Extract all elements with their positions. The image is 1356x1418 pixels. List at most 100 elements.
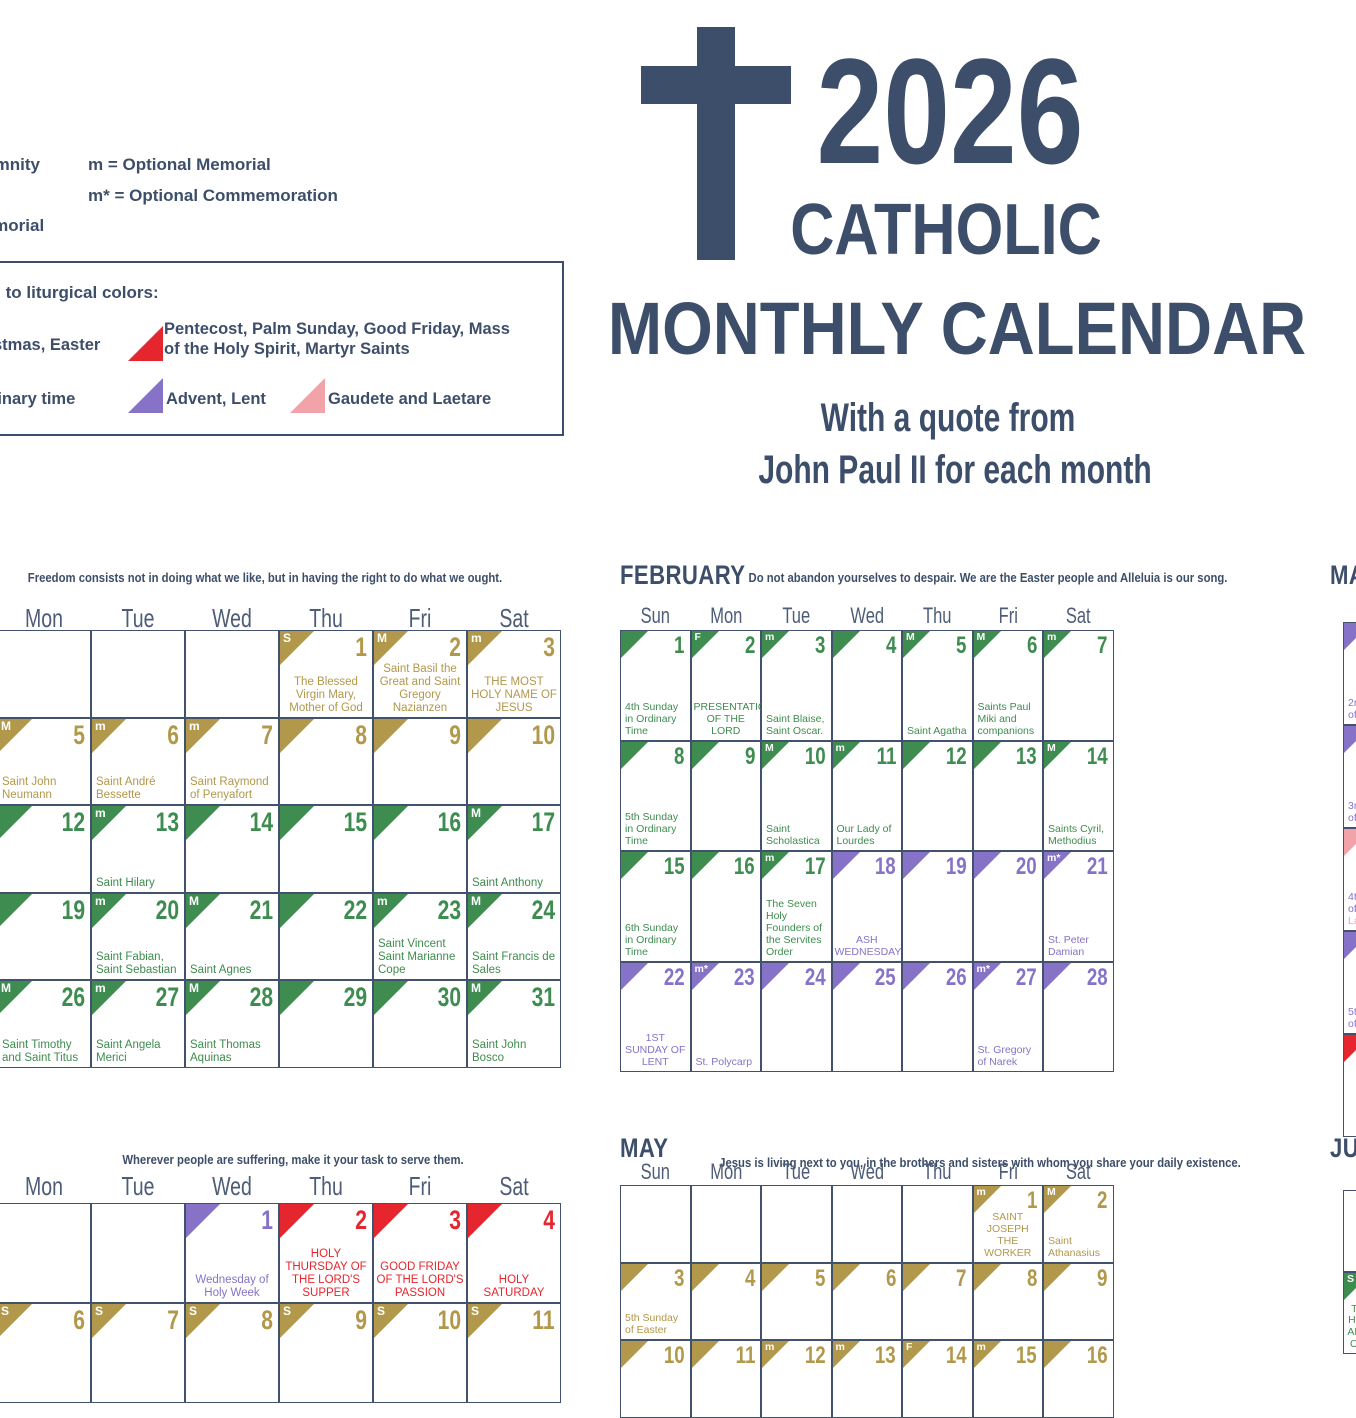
subtitle-line1: With a quote from <box>820 396 1076 440</box>
rank-marker: M <box>765 741 774 754</box>
day-label: HOLY SATURDAY <box>483 1274 545 1300</box>
day-cell: m 13 Saint Hilary <box>91 805 185 893</box>
day-label: ASH WEDNESDAY <box>834 933 902 958</box>
day-cell: 1 4th Sunday in Ordinary Time <box>620 630 691 741</box>
day-header-tue: Tue <box>121 603 155 633</box>
rank-marker: M <box>377 631 387 645</box>
rank-marker: M <box>471 981 481 996</box>
liturgical-color-triangle <box>973 631 1001 658</box>
liturgical-color-triangle <box>832 631 860 658</box>
day-number: 9 <box>355 1305 367 1335</box>
day-label: 4th Sunday of LentLaetare <box>1348 892 1356 928</box>
rank-marker: m* <box>694 962 708 975</box>
liturgical-color-triangle <box>374 631 408 665</box>
liturgical-color-triangle <box>973 741 1001 769</box>
day-cell: 25 <box>831 961 902 1072</box>
day-cell: M 2 Saint Basil the Great and Saint Gregor… <box>373 630 467 718</box>
day-header-sat: Sat <box>499 1171 529 1201</box>
day-number: 15 <box>663 853 685 880</box>
liturgical-color-triangle <box>1344 932 1356 959</box>
day-cell: 12 <box>902 740 973 851</box>
day-number: 27 <box>155 982 179 1013</box>
rank-marker: S <box>283 631 292 645</box>
day-number: 11 <box>532 1305 555 1335</box>
liturgical-color-triangle <box>280 893 314 928</box>
title-monthly-calendar: MONTHLY CALENDAR <box>607 287 1307 370</box>
liturgical-color-triangle <box>762 852 789 879</box>
rank-marker: M <box>1047 1186 1056 1198</box>
day-cell: M 28 Saint Thomas Aquinas <box>185 980 279 1068</box>
day-cell: 10 <box>467 717 561 806</box>
day-label: St. Peter Damian <box>1048 933 1089 958</box>
day-number: 1 <box>261 1205 273 1235</box>
day-label: Saint Basil the Great and Saint Gregory … <box>379 662 461 714</box>
day-header-mon: Mon <box>709 1159 742 1184</box>
day-number: 1 <box>674 632 685 659</box>
day-label: 6th Sunday in Ordinary Time <box>625 921 679 958</box>
day-cell: 22 <box>279 892 373 981</box>
empty-cell <box>0 1203 91 1303</box>
day-number: 22 <box>343 894 367 925</box>
liturgical-color-triangle <box>973 962 1001 990</box>
empty-cell <box>91 1203 185 1303</box>
rank-marker: m <box>95 893 106 908</box>
liturgical-color-triangle <box>903 852 930 879</box>
day-number: 23 <box>734 963 755 991</box>
day-cell: 6 <box>831 1262 902 1340</box>
day-label: THE MOST HOLY NAME OF JESUS <box>471 675 557 714</box>
liturgical-color-triangle <box>832 962 860 990</box>
day-number: 2 <box>1097 1187 1108 1214</box>
day-number: 5 <box>815 1264 826 1292</box>
day-label: The Blessed Virgin Mary, Mother of God <box>289 675 363 714</box>
liturgical-color-triangle <box>691 1341 719 1368</box>
liturgical-color-triangle <box>903 631 930 658</box>
day-label: St. Gregory of Narek <box>977 1044 1032 1069</box>
day-number: 2 <box>355 1205 367 1235</box>
day-number: 4 <box>744 1264 755 1292</box>
cross-icon <box>697 27 735 260</box>
rank-marker: m <box>471 631 482 645</box>
day-cell: 7 <box>902 1262 973 1340</box>
day-header-sun: Sun <box>640 603 670 628</box>
rank-marker: F <box>906 1341 913 1353</box>
subtitle-line2: John Paul II for each month <box>758 448 1152 492</box>
empty-cell <box>1343 1190 1356 1272</box>
liturgical-color-triangle <box>92 806 126 841</box>
rank-marker: M <box>1047 741 1056 754</box>
day-number: 9 <box>1097 1264 1108 1292</box>
day-cell: 3 GOOD FRIDAY OF THE LORD'S PASSION <box>373 1203 467 1303</box>
empty-cell <box>620 1185 691 1263</box>
day-number: 13 <box>155 807 179 838</box>
day-cell: 16 <box>373 805 467 893</box>
day-label: Saint Fabian, Saint Sebastian <box>96 951 177 977</box>
day-label: PALM SUNDAY <box>1346 1110 1356 1134</box>
day-cell: 4 <box>831 630 902 741</box>
day-number: 11 <box>876 742 896 770</box>
day-number: 9 <box>449 719 461 750</box>
day-label: Saint Blaise, Saint Oscar. <box>766 712 825 737</box>
legend-pink-triangle-icon <box>290 378 325 413</box>
day-label: Wednesday of Holy Week <box>195 1274 269 1300</box>
day-cell: 8 5th Sunday in Ordinary Time <box>620 740 691 851</box>
day-label: SAINT JOSEPH THE WORKER <box>984 1211 1032 1259</box>
day-number: 19 <box>945 853 967 880</box>
liturgical-color-triangle <box>1344 726 1356 753</box>
liturgical-color-triangle <box>621 962 648 990</box>
liturgical-color-triangle <box>280 981 314 1016</box>
day-number: 3 <box>815 632 826 659</box>
day-number: 10 <box>437 1305 461 1335</box>
day-number: 1 <box>1026 1187 1037 1214</box>
day-cell: 15 6th Sunday in Ordinary Time <box>620 851 691 962</box>
liturgical-color-triangle <box>0 893 32 928</box>
day-number: 21 <box>1086 853 1108 880</box>
day-label: Saint Vincent Saint Marianne Cope <box>378 938 456 977</box>
liturgical-color-triangle <box>468 1204 502 1238</box>
rank-marker: M <box>471 806 481 821</box>
day-label: Saint Agatha <box>907 724 967 737</box>
day-label: GOOD FRIDAY OF THE LORD'S PASSION <box>376 1261 464 1300</box>
rank-marker: S <box>377 1304 386 1318</box>
day-number: 24 <box>804 963 826 991</box>
day-cell: M 21 Saint Agnes <box>185 892 279 981</box>
day-number: 31 <box>531 982 555 1013</box>
day-label: Saint Hilary <box>96 876 155 889</box>
